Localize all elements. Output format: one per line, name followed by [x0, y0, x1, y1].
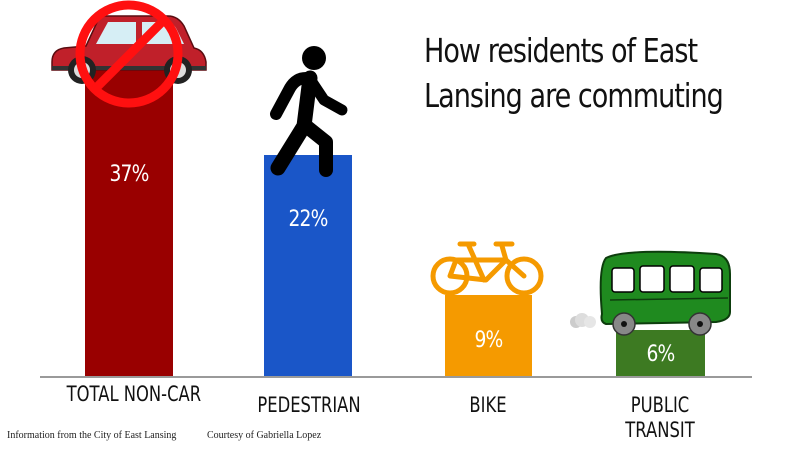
x-axis-baseline: [40, 376, 752, 378]
pedestrian-icon: [270, 46, 348, 177]
category-label-bike: BIKE: [469, 393, 507, 417]
bar-value-label: 37%: [109, 162, 149, 187]
category-label-total-non-car: TOTAL NON-CAR: [66, 382, 202, 406]
label-line-1: PUBLIC: [630, 393, 690, 417]
category-label-public-transit: PUBLIC TRANSIT: [598, 393, 723, 443]
chart-title: How residents of East Lansing are commut…: [424, 28, 724, 118]
bar-total-non-car: 37%: [85, 70, 173, 376]
bar-pedestrian: 22%: [264, 155, 352, 376]
category-label-pedestrian: PEDESTRIAN: [257, 393, 361, 417]
label-line-2: TRANSIT: [625, 418, 695, 442]
no-car-icon: [51, 0, 207, 108]
source-footnote: Information from the City of East Lansin…: [7, 430, 177, 441]
title-line-2: Lansing are commuting: [424, 76, 724, 115]
credit-footnote: Courtesy of Gabriella Lopez: [207, 430, 322, 441]
bicycle-icon: [430, 241, 544, 296]
bus-icon: [570, 250, 731, 336]
bar-bike: 9%: [445, 295, 532, 376]
bar-value-label: 22%: [288, 207, 328, 232]
bar-public-transit: 6%: [616, 330, 705, 376]
title-line-1: How residents of East: [424, 31, 698, 70]
bar-value-label: 6%: [646, 342, 676, 367]
bar-value-label: 9%: [474, 328, 504, 353]
